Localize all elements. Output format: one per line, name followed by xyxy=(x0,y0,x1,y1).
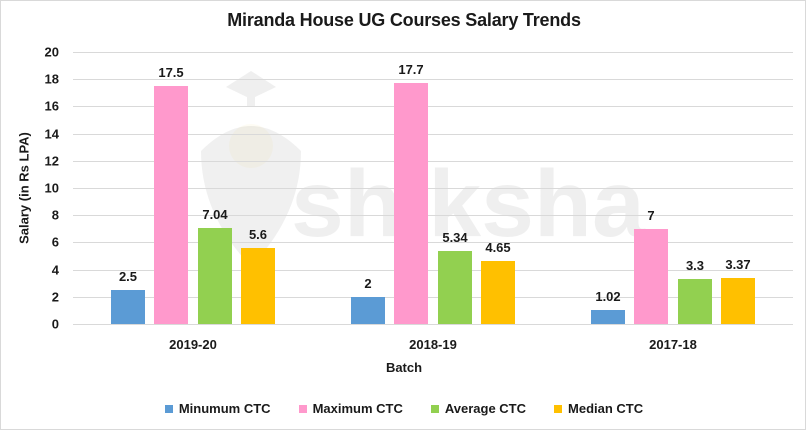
gridline xyxy=(73,52,793,53)
legend-label: Median CTC xyxy=(568,401,644,416)
gridline xyxy=(73,188,793,189)
plot-area: 2.5 17.5 7.04 5.6 2 17.7 5.34 4.65 1.02 7 3.3 3.37 xyxy=(73,52,793,325)
gridline xyxy=(73,133,793,135)
x-axis-label: Batch xyxy=(385,360,423,375)
legend-swatch-icon xyxy=(164,404,173,413)
y-tick-label: 12 xyxy=(44,153,59,169)
gridline xyxy=(73,242,793,244)
legend-item: Average CTC xyxy=(430,401,527,416)
y-tick-label: 18 xyxy=(44,71,59,87)
y-tick-label: 8 xyxy=(51,207,59,223)
gridline xyxy=(73,215,793,217)
chart-title: Miranda House UG Courses Salary Trends xyxy=(227,10,581,30)
data-label: 5.6 xyxy=(248,226,268,242)
legend-label: Average CTC xyxy=(444,401,527,416)
y-tick-label: 20 xyxy=(44,44,59,60)
y-tick-label: 14 xyxy=(44,126,59,142)
y-tick-label: 2 xyxy=(51,289,59,305)
data-label: 7.04 xyxy=(202,207,228,223)
gridline xyxy=(73,106,793,108)
bar-median-ctc-2017-18 xyxy=(721,278,755,324)
bar-median-ctc-2019-20 xyxy=(241,247,275,324)
data-label: 17.7 xyxy=(398,62,424,78)
bar-median-ctc-2018-19 xyxy=(481,260,515,324)
legend-swatch-icon xyxy=(430,404,439,413)
x-category-label: 2018-19 xyxy=(409,337,457,352)
legend-item: Maximum CTC xyxy=(298,401,403,416)
gridline xyxy=(73,160,793,162)
data-label: 17.5 xyxy=(158,65,184,80)
bar-average-ctc-2017-18 xyxy=(678,279,712,324)
bar-minumum-ctc-2019-20 xyxy=(111,290,145,324)
y-tick-label: 0 xyxy=(51,316,59,332)
bar-minumum-ctc-2017-18 xyxy=(591,310,625,324)
data-label: 3.37 xyxy=(725,257,751,273)
bar-maximum-ctc-2018-19 xyxy=(394,83,428,324)
data-label: 4.65 xyxy=(485,239,511,255)
bar-average-ctc-2019-20 xyxy=(198,228,232,324)
bar-average-ctc-2018-19 xyxy=(438,251,472,324)
x-category-label: 2017-18 xyxy=(649,337,697,352)
bar-maximum-ctc-2019-20 xyxy=(154,86,188,324)
data-label: 2.5 xyxy=(118,269,138,284)
data-label: 3.3 xyxy=(685,258,705,274)
legend-item: Median CTC xyxy=(554,401,643,416)
y-tick-label: 16 xyxy=(44,98,59,114)
gridline xyxy=(73,269,793,271)
gridline xyxy=(73,324,793,325)
bar-maximum-ctc-2017-18 xyxy=(634,228,668,324)
y-tick-label: 4 xyxy=(51,262,59,278)
data-label: 1.02 xyxy=(595,289,621,305)
legend-swatch-icon xyxy=(298,404,307,413)
chart-legend: Minumum CTC Maximum CTC Average CTC Median … xyxy=(1,401,806,416)
legend-swatch-icon xyxy=(554,404,563,413)
data-label: 5.34 xyxy=(442,230,468,246)
data-label: 7 xyxy=(647,207,655,223)
gridline xyxy=(73,79,793,81)
y-axis-label: Salary (in Rs LPA) xyxy=(16,132,32,244)
gridline xyxy=(73,296,793,298)
data-label: 2 xyxy=(364,275,372,291)
legend-label: Minumum CTC xyxy=(178,401,271,416)
legend-item: Minumum CTC xyxy=(164,401,271,416)
x-category-label: 2019-20 xyxy=(169,337,217,352)
y-tick-label: 10 xyxy=(44,180,59,196)
legend-label: Maximum CTC xyxy=(312,401,403,416)
bar-minumum-ctc-2018-19 xyxy=(351,296,385,324)
y-tick-label: 6 xyxy=(51,234,59,250)
